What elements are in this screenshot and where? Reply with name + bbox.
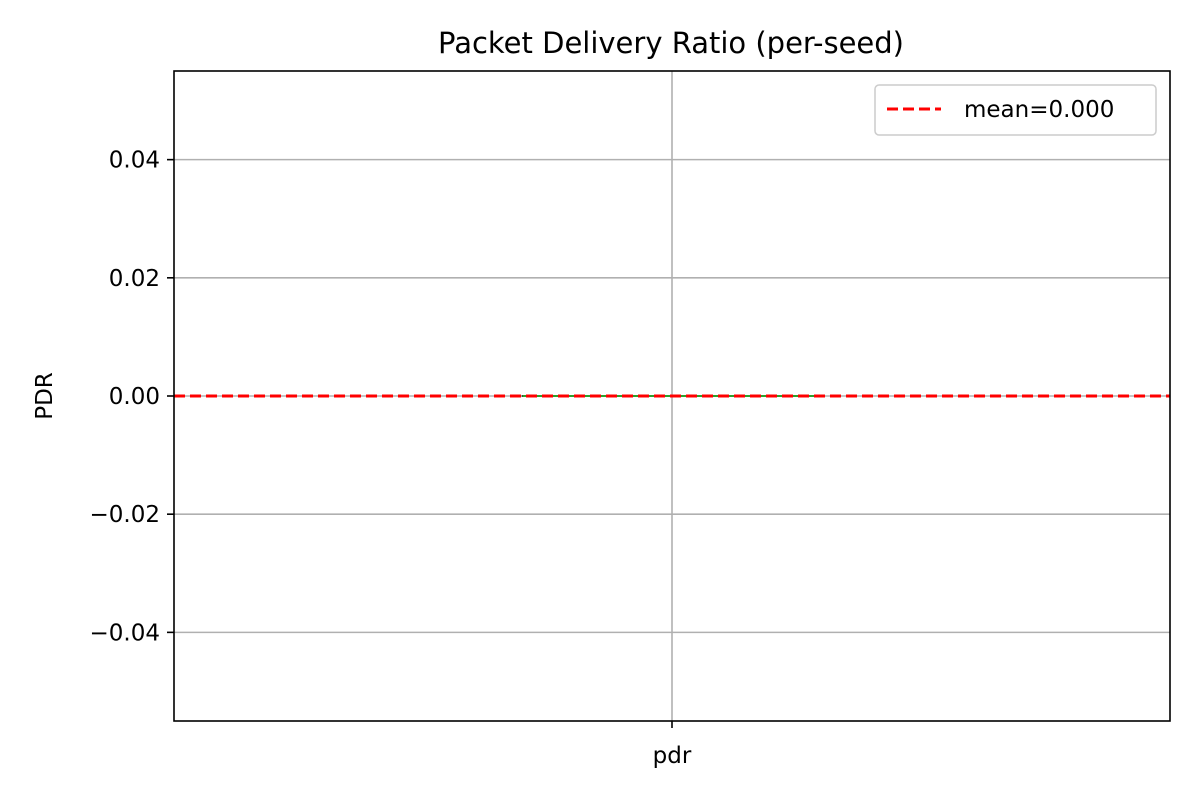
y-tick-label: −0.02 <box>90 502 160 528</box>
y-tick-label: −0.04 <box>90 620 160 646</box>
y-axis-label: PDR <box>32 372 58 420</box>
tick-layer: −0.04 −0.02 0.00 0.02 0.04 pdr <box>90 148 692 769</box>
y-tick-label: 0.02 <box>109 266 160 292</box>
y-tick-label: 0.00 <box>109 384 160 410</box>
legend-label-mean: mean=0.000 <box>964 97 1114 123</box>
legend-frame <box>874 84 1157 136</box>
legend: mean=0.000 <box>874 84 1157 136</box>
x-tick-label: pdr <box>653 743 692 769</box>
chart-title: Packet Delivery Ratio (per-seed) <box>438 26 904 60</box>
y-tick-label: 0.04 <box>109 148 160 174</box>
